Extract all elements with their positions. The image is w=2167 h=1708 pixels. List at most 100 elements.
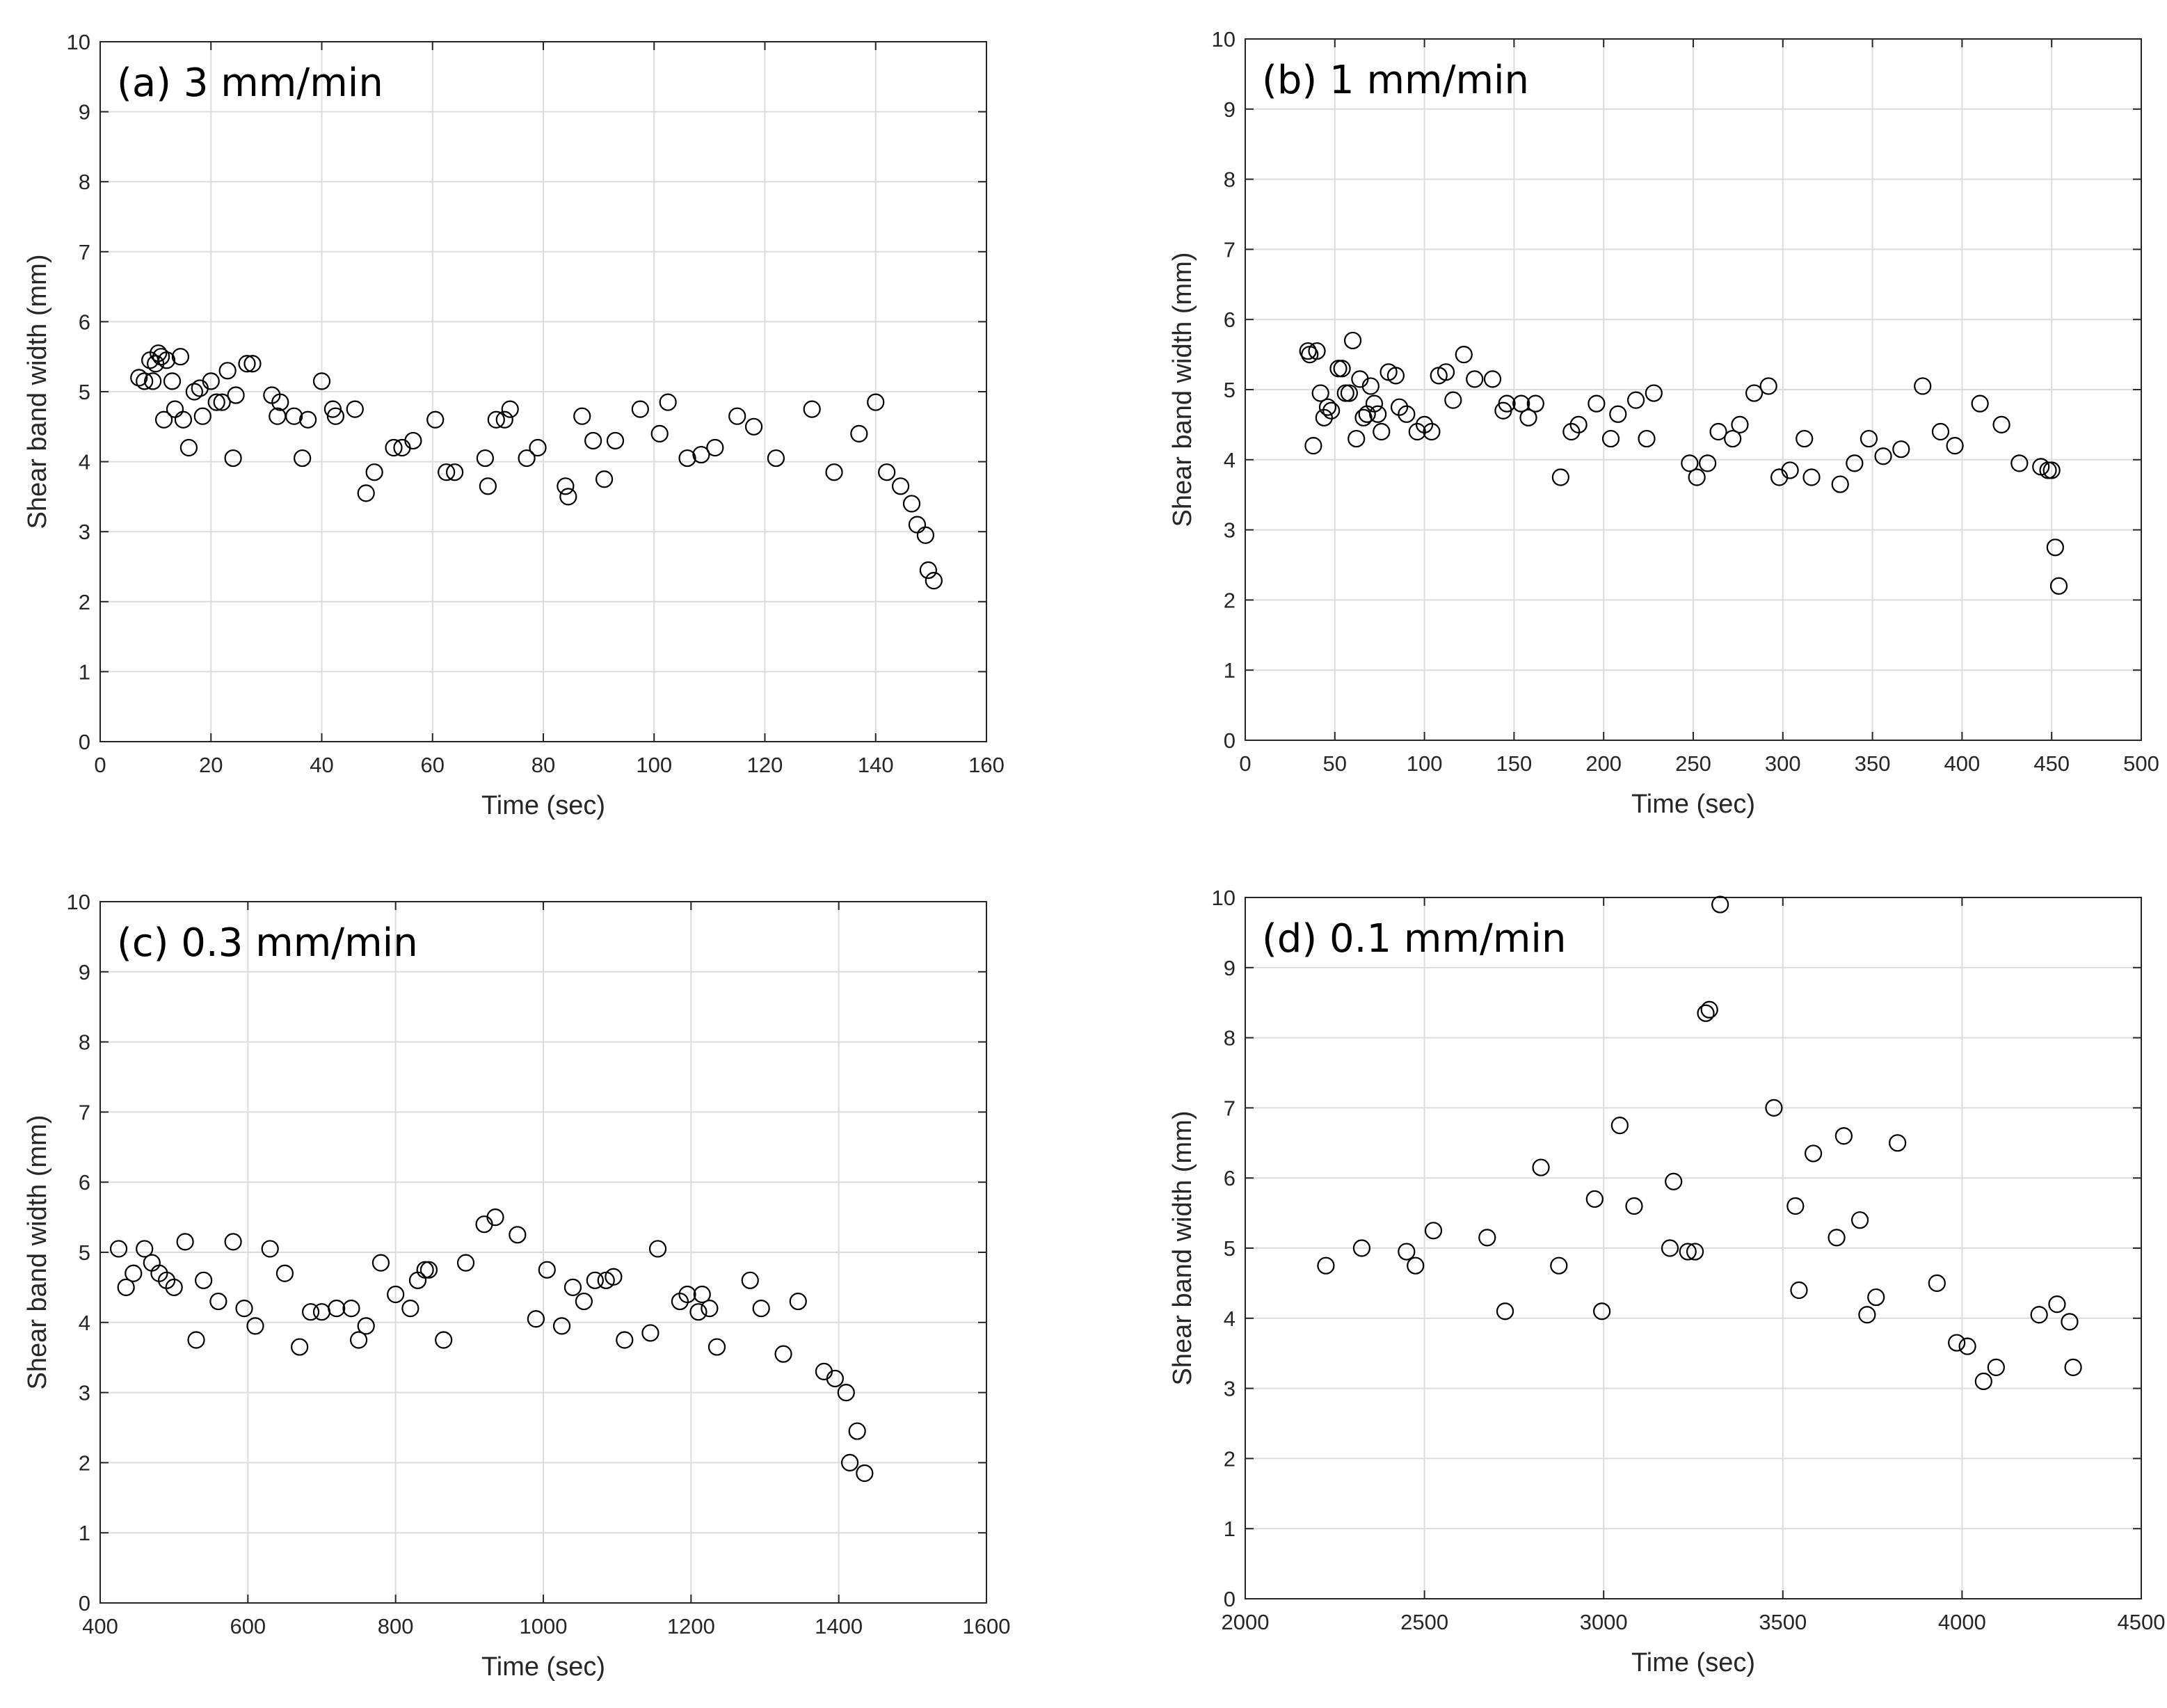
data-point (387, 1285, 405, 1304)
data-point (357, 1317, 375, 1335)
data-point (1697, 1004, 1715, 1022)
data-point (1343, 331, 1362, 350)
data-point (1874, 447, 1892, 465)
data-point (157, 351, 176, 369)
data-point (136, 372, 154, 390)
data-point (1645, 384, 1663, 402)
data-point (840, 1453, 859, 1471)
data-point (563, 1278, 582, 1297)
data-point (1931, 422, 1950, 441)
data-point (195, 1271, 213, 1289)
data-point (501, 400, 519, 418)
data-point (486, 1208, 504, 1227)
data-point (209, 1292, 227, 1311)
data-point (1928, 1274, 1946, 1293)
data-point (1790, 1281, 1808, 1300)
data-point (1354, 408, 1373, 426)
data-point (1804, 1144, 1823, 1163)
data-point (438, 463, 456, 481)
data-point (246, 1317, 264, 1335)
data-point (401, 1300, 419, 1318)
data-point (1437, 363, 1455, 381)
data-point (1308, 342, 1326, 360)
data-point (1745, 384, 1764, 402)
data-point (1408, 422, 1426, 441)
data-point (163, 372, 182, 390)
data-point (1519, 408, 1537, 426)
data-point (1759, 377, 1777, 395)
y-tick-label: 6 (79, 310, 90, 334)
y-tick-label: 4 (79, 1311, 90, 1335)
x-tick-label: 3500 (1759, 1610, 1807, 1634)
data-point (659, 393, 677, 411)
data-point (275, 1264, 294, 1282)
data-point (529, 438, 547, 457)
data-point (1466, 370, 1484, 388)
y-tick-label: 10 (67, 30, 90, 54)
data-point (1709, 422, 1727, 441)
x-tick-label: 150 (1496, 751, 1533, 776)
data-point (1373, 422, 1391, 441)
data-point (856, 1464, 874, 1483)
data-point (1336, 384, 1354, 402)
data-point (586, 1271, 604, 1289)
data-point (1512, 394, 1530, 413)
data-point (312, 372, 331, 390)
data-point (767, 449, 785, 468)
data-point (1958, 1337, 1976, 1355)
data-point (701, 1300, 719, 1318)
data-point (1526, 394, 1544, 413)
data-point (557, 477, 575, 495)
x-tick-label: 600 (230, 1614, 266, 1638)
data-point (165, 1278, 183, 1297)
data-point (575, 1292, 593, 1311)
y-tick-label: 8 (79, 1030, 90, 1055)
data-point (1700, 1000, 1718, 1019)
data-point (1386, 367, 1405, 385)
data-point (837, 1383, 855, 1402)
y-tick-label: 0 (1224, 1587, 1236, 1611)
data-point (218, 362, 237, 380)
data-point (573, 407, 591, 425)
x-tick-label: 120 (747, 753, 783, 777)
data-point (349, 1331, 368, 1349)
data-point (125, 1264, 143, 1282)
x-axis-label: Time (sec) (481, 1652, 605, 1682)
data-point (1483, 370, 1502, 388)
x-tick-label: 2000 (1222, 1610, 1270, 1634)
data-point (1850, 1211, 1869, 1229)
y-axis-label: Shear band width (mm) (23, 255, 52, 529)
data-point (1365, 394, 1384, 413)
data-point (1601, 429, 1620, 448)
y-tick-label: 2 (1224, 1446, 1236, 1471)
y-tick-label: 5 (79, 380, 90, 404)
data-point (416, 1261, 434, 1279)
data-point (1946, 437, 1964, 455)
data-point (2048, 1295, 2066, 1314)
data-point (1786, 1197, 1805, 1215)
data-point (1846, 454, 1864, 472)
data-point (2061, 1313, 2079, 1331)
data-point (584, 431, 602, 450)
data-point (2064, 1358, 2082, 1376)
data-point (1415, 415, 1434, 434)
data-point (2042, 461, 2061, 479)
x-tick-label: 20 (199, 753, 223, 777)
data-point (728, 407, 746, 425)
x-tick-label: 2500 (1400, 1610, 1448, 1634)
data-point (1711, 895, 1729, 913)
data-point (1593, 1302, 1611, 1320)
panel-title: (a) 3 mm/min (117, 61, 383, 106)
data-point (109, 1240, 128, 1258)
data-point (1992, 415, 2010, 434)
data-point (187, 1331, 205, 1349)
data-point (1609, 405, 1627, 423)
data-point (741, 1271, 759, 1289)
data-point (706, 438, 724, 457)
y-axis-label: Shear band width (mm) (1168, 1111, 1197, 1386)
data-point (487, 410, 505, 429)
data-point (1322, 401, 1341, 420)
data-point (1626, 391, 1645, 409)
x-tick-label: 1400 (815, 1614, 863, 1638)
